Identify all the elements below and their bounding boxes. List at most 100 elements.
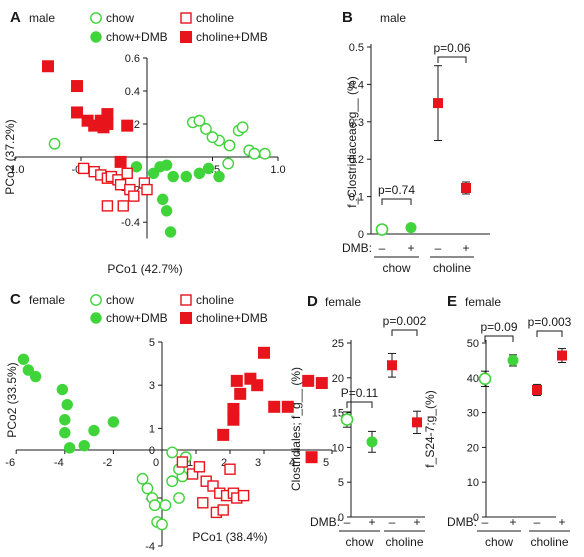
data-point (107, 416, 120, 428)
p-value-label: p=0.06 (433, 41, 470, 55)
y-axis-label: f_Clostridiaceae;g__ (%) (345, 76, 359, 207)
data-point (156, 518, 168, 531)
legend-marker (180, 312, 192, 324)
data-point (88, 424, 100, 437)
dmb-sign: + (558, 515, 565, 529)
y-tick-label: 40 (467, 373, 479, 385)
legend-label: chow (106, 293, 134, 307)
data-point (59, 427, 71, 439)
p-value-label: p=0.09 (480, 320, 517, 334)
data-point (258, 346, 270, 359)
data-point (315, 377, 328, 390)
data-point (78, 439, 90, 452)
legend-label: chow+DMB (106, 30, 168, 44)
legend-marker (90, 31, 102, 43)
y-axis-label: PCo2 (37.2%) (3, 119, 17, 194)
y-tick-label: 0.6 (125, 53, 140, 65)
x-tick-label: 3 (255, 457, 261, 469)
y-tick-label: 3 (149, 380, 155, 392)
y-tick-label: 5 (149, 337, 155, 349)
series-choline (77, 162, 153, 212)
y-axis-label: Clostridiales; f_g__ (%) (289, 367, 303, 491)
mean-marker (461, 182, 471, 193)
series-chow (136, 446, 192, 531)
significance-bracket (381, 198, 412, 205)
y-tick-label: 5 (338, 477, 344, 489)
legend-marker (90, 12, 102, 24)
mean-marker (557, 350, 567, 361)
data-point (114, 179, 127, 191)
data-point (202, 162, 215, 175)
dmb-sign: + (407, 241, 414, 255)
data-point (157, 193, 169, 206)
data-point (200, 123, 212, 135)
data-point (48, 137, 61, 150)
data-point (101, 118, 114, 130)
data-point (213, 170, 225, 183)
dmb-sign: – (379, 241, 386, 255)
dmb-sign: + (413, 515, 420, 529)
series-choline-dmb (217, 346, 328, 464)
group-label: chow (382, 261, 410, 275)
x-tick-label: 1 (187, 457, 193, 469)
mean-marker (387, 360, 397, 371)
x-tick-label: 5 (323, 457, 329, 469)
y-tick-label: 1 (149, 423, 155, 435)
dmb-label: DMB: (310, 515, 340, 529)
data-point (166, 446, 179, 459)
dmb-label: DMB: (447, 515, 477, 529)
data-point (227, 413, 240, 426)
sex-label: male (380, 11, 406, 25)
dmb-label: DMB: (342, 241, 372, 255)
series-chow (48, 114, 271, 170)
data-point (130, 161, 143, 173)
data-point (197, 497, 209, 509)
y-tick-label: 0.5 (349, 42, 364, 54)
dmb-sign: – (435, 241, 442, 255)
legend-label: choline (196, 293, 234, 307)
x-axis-label: PCo1 (42.7%) (107, 262, 182, 276)
mean-marker (405, 222, 417, 234)
data-point (22, 364, 35, 376)
data-point (148, 499, 161, 512)
data-point (63, 442, 76, 454)
x-tick-label: 0 (153, 457, 159, 469)
data-point (77, 162, 90, 175)
significance-bracket (391, 329, 418, 336)
legend-label: chow (106, 11, 134, 25)
group-label: choline (433, 261, 471, 275)
group-label: chow (485, 535, 513, 549)
data-point (281, 400, 294, 413)
data-point (128, 190, 140, 202)
significance-bracket (437, 56, 467, 63)
mean-marker (412, 417, 422, 428)
panel-letter: A (10, 9, 21, 26)
data-point (222, 157, 235, 170)
sex-label: male (29, 11, 55, 25)
data-point (248, 147, 261, 160)
data-point (61, 398, 73, 411)
legend-marker (180, 12, 192, 24)
data-point (227, 402, 240, 415)
panel-letter: C (10, 291, 21, 308)
dmb-sign: – (389, 515, 396, 529)
legend-marker (180, 31, 192, 43)
y-tick-label: 25 (332, 338, 344, 350)
data-point (56, 383, 69, 396)
y-tick-label: 0.4 (349, 79, 364, 91)
y-tick-label: 10 (467, 477, 479, 489)
significance-bracket (346, 401, 373, 408)
data-point (244, 372, 257, 385)
y-axis-label: PCo2 (33.5%) (5, 362, 19, 437)
p-value-label: p=0.003 (528, 315, 572, 329)
data-point (160, 205, 173, 217)
data-point (121, 167, 133, 180)
legend-label: choline+DMB (196, 311, 268, 325)
p-value-label: p=0.74 (378, 183, 415, 197)
x-tick-label: -2 (103, 457, 113, 469)
dmb-sign: + (509, 515, 516, 529)
dmb-sign: – (344, 515, 351, 529)
